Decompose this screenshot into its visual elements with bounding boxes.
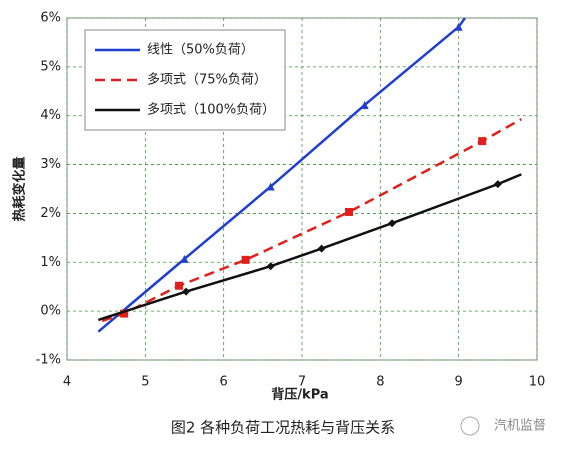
marker [478,137,487,146]
legend-label: 线性（50%负荷） [147,43,254,58]
x-tick-label: 5 [141,375,149,390]
y-tick-label: 4% [40,108,61,123]
x-tick-label: 10 [529,375,546,390]
x-axis-label: 背压/kPa [271,387,328,403]
watermark-icon [460,416,480,436]
x-tick-label: 6 [220,375,228,390]
caption: 图2 各种负荷工况热耗与背压关系 [171,419,395,437]
y-tick-label: 6% [40,11,61,26]
y-tick-label: 0% [40,304,61,319]
marker [266,182,275,191]
x-tick-label: 4 [63,375,71,390]
marker [175,281,184,290]
y-tick-label: 3% [40,157,61,172]
x-tick-label: 7 [298,375,306,390]
x-tick-label: 9 [455,375,463,390]
marker [180,254,189,263]
watermark: 汽机监督 [494,419,546,434]
marker [493,180,502,189]
y-axis-label: 热耗变化量 [12,156,28,221]
y-tick-label: 1% [40,255,61,270]
marker [454,22,463,31]
marker [360,100,369,109]
marker [345,207,353,216]
legend-label: 多项式（100%负荷） [147,102,275,118]
x-tick-label: 8 [376,375,384,390]
marker [388,219,397,228]
marker [120,309,129,318]
marker [317,244,326,253]
marker [182,287,191,296]
y-tick-label: 5% [40,59,61,74]
marker [241,255,250,264]
y-tick-label: 2% [40,206,61,221]
legend-label: 多项式（75%负荷） [147,72,267,88]
y-tick-label: -1% [36,353,61,368]
marker [266,262,275,271]
